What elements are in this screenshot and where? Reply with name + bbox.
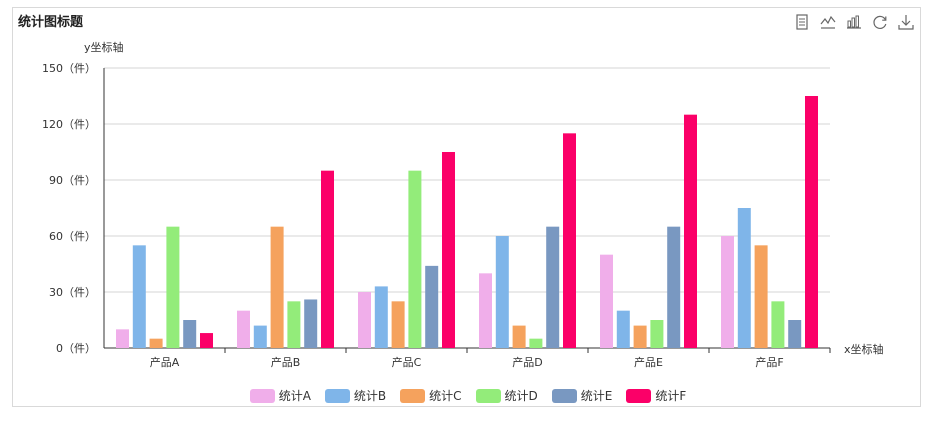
chart-legend: 统计A 统计B 统计C 统计D 统计E 统计F	[0, 387, 936, 404]
bar-switch-icon[interactable]	[844, 12, 864, 32]
bar	[754, 245, 768, 348]
bar	[495, 236, 509, 348]
legend-item[interactable]: 统计A	[249, 387, 311, 404]
chart-toolbox	[792, 12, 916, 32]
bar	[600, 254, 613, 348]
chart-title: 统计图标题	[18, 15, 84, 30]
bar	[788, 320, 802, 348]
bar	[684, 114, 697, 349]
bar	[650, 320, 664, 348]
legend-label: 统计A	[278, 389, 311, 403]
bar	[442, 152, 455, 348]
x-tick-label: 产品C	[392, 355, 422, 369]
x-tick-label: 产品F	[755, 355, 783, 369]
legend-label: 统计C	[429, 389, 462, 403]
y-tick-label: 0（件）	[56, 342, 96, 355]
y-tick-label: 90（件）	[49, 174, 96, 187]
bar	[321, 170, 334, 348]
bar	[391, 301, 405, 348]
x-tick-label: 产品B	[271, 355, 301, 369]
legend-item[interactable]: 统计B	[324, 387, 387, 404]
line-switch-icon[interactable]	[818, 12, 838, 32]
bar	[721, 236, 734, 348]
bar	[183, 320, 197, 348]
bar	[270, 226, 284, 348]
bar	[237, 310, 250, 348]
bar	[408, 170, 422, 348]
x-tick-label: 产品E	[634, 355, 663, 369]
bar	[132, 245, 146, 348]
bar	[425, 265, 439, 348]
restore-icon[interactable]	[870, 12, 890, 32]
legend-swatch	[249, 388, 275, 403]
bar	[166, 226, 180, 348]
bar	[116, 329, 129, 348]
y-tick-label: 120（件）	[42, 118, 96, 131]
y-axis-title: y坐标轴	[84, 40, 124, 54]
download-icon[interactable]	[896, 12, 916, 32]
legend-item[interactable]: 统计E	[551, 387, 613, 404]
x-tick-label: 产品A	[150, 355, 180, 369]
bar	[616, 310, 630, 348]
x-axis-title: x坐标轴	[844, 342, 884, 356]
bar	[512, 325, 526, 348]
legend-item[interactable]: 统计D	[475, 387, 538, 404]
legend-item[interactable]: 统计F	[626, 387, 686, 404]
bar	[287, 301, 301, 348]
legend-label: 统计E	[580, 389, 613, 403]
bar	[374, 286, 388, 348]
x-tick-label: 产品D	[512, 355, 542, 369]
bar	[737, 208, 751, 348]
bar	[633, 325, 647, 348]
legend-swatch	[626, 388, 652, 403]
bar	[479, 273, 492, 348]
bar	[149, 338, 163, 348]
legend-swatch	[551, 388, 577, 403]
bar	[563, 133, 576, 348]
bar	[529, 338, 543, 348]
bar	[546, 226, 560, 348]
bar	[805, 96, 818, 348]
y-tick-label: 60（件）	[49, 230, 96, 243]
y-tick-label: 150（件）	[42, 62, 96, 75]
y-tick-label: 30（件）	[49, 286, 96, 299]
bar	[771, 301, 785, 348]
bar	[358, 292, 371, 348]
bar	[200, 333, 213, 348]
bar	[304, 299, 318, 348]
legend-label: 统计D	[504, 389, 538, 403]
bar	[253, 325, 267, 348]
legend-swatch	[475, 388, 501, 403]
legend-label: 统计F	[655, 389, 687, 403]
legend-item[interactable]: 统计C	[400, 387, 462, 404]
data-view-icon[interactable]	[792, 12, 812, 32]
legend-label: 统计B	[353, 389, 387, 403]
bar	[667, 226, 681, 348]
legend-swatch	[324, 388, 350, 403]
legend-swatch	[400, 388, 426, 403]
chart-panel	[12, 7, 921, 407]
